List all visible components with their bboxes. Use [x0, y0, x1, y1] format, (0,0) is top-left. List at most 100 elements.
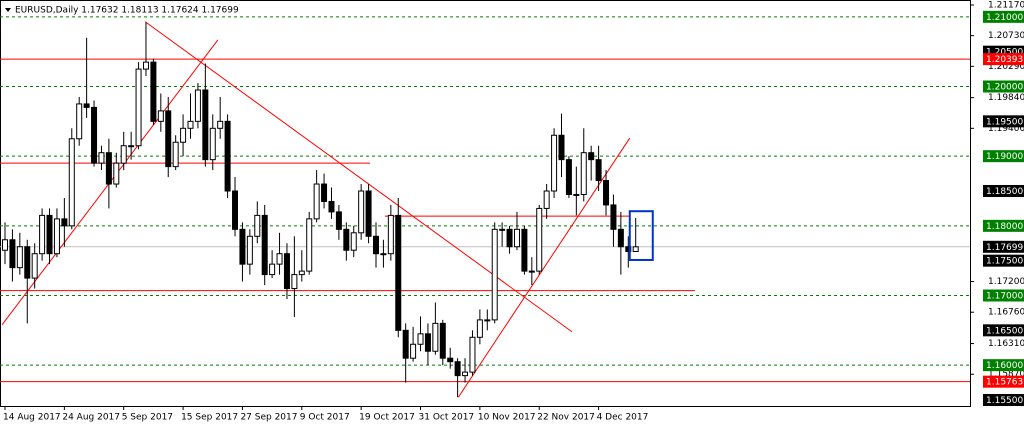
x-tick-label: 19 Oct 2017 — [359, 413, 415, 423]
x-tick-label: 15 Sep 2017 — [181, 413, 238, 423]
y-tick-label: 1.16310 — [988, 339, 1024, 349]
candle-body — [484, 319, 491, 322]
level-label: 1.21000 — [986, 13, 1023, 23]
x-tick-label: 10 Nov 2017 — [478, 413, 536, 423]
x-tick-label: 14 Aug 2017 — [3, 413, 61, 423]
candle-body — [328, 200, 335, 213]
candle-body — [402, 329, 409, 359]
candle-body — [61, 218, 68, 227]
candle-body — [135, 68, 142, 147]
candle-body — [595, 159, 602, 182]
level-label: 1.18500 — [986, 187, 1023, 197]
level-label: 1.15763 — [986, 378, 1023, 388]
candle-body — [551, 134, 558, 192]
trendline — [457, 137, 631, 398]
candle-body — [417, 333, 424, 345]
level-label: 1.16000 — [986, 361, 1023, 371]
candle-body — [506, 228, 513, 248]
candle-body — [543, 190, 550, 209]
candle-body — [232, 190, 239, 230]
y-tick-label: 1.19400 — [988, 124, 1024, 134]
x-tick-label: 31 Oct 2017 — [419, 413, 475, 423]
x-tick-label: 4 Dec 2017 — [597, 413, 649, 423]
candle-body — [521, 228, 528, 272]
candle-body — [239, 228, 246, 265]
level-label: 1.15500 — [986, 396, 1023, 406]
candle-body — [298, 270, 305, 276]
level-box — [983, 150, 1024, 163]
level-label: 1.20393 — [986, 55, 1023, 65]
candle-body — [180, 127, 187, 143]
candle-body — [580, 152, 587, 195]
candle-body — [469, 336, 476, 373]
x-tick-label: 9 Oct 2017 — [300, 413, 350, 423]
candle-body — [128, 145, 135, 148]
candle-body — [632, 246, 639, 252]
candle-body — [16, 246, 23, 269]
candle-body — [499, 228, 506, 231]
level-label: 1.20000 — [986, 83, 1023, 93]
level-label: 1.19500 — [986, 117, 1023, 127]
candle-body — [358, 190, 365, 234]
candle-body — [224, 120, 231, 192]
level-box — [983, 359, 1024, 372]
candle-body — [39, 214, 46, 255]
y-tick-label: 1.17200 — [988, 277, 1024, 287]
level-label: 1.18000 — [986, 222, 1023, 232]
candle-body — [24, 246, 31, 279]
candle-body — [528, 270, 535, 273]
candle-body — [105, 152, 112, 185]
candle-body — [365, 190, 372, 237]
x-tick-label: 24 Aug 2017 — [62, 413, 120, 423]
candle-body — [335, 211, 342, 230]
candle-body — [246, 235, 253, 265]
candle-body — [209, 127, 216, 161]
level-box — [983, 254, 1024, 267]
highlight-box — [628, 210, 654, 261]
level-box — [983, 375, 1024, 388]
candle-body — [157, 110, 164, 122]
candle-body — [83, 103, 90, 108]
candle-body — [491, 228, 498, 321]
candle-body — [46, 214, 53, 255]
candle-body — [395, 214, 402, 331]
candle-body — [454, 361, 461, 377]
candle-body — [276, 253, 283, 265]
candle-body — [439, 322, 446, 359]
candle-body — [217, 120, 224, 129]
candle-body — [254, 214, 261, 237]
candle-body — [172, 141, 179, 168]
candle-body — [76, 103, 83, 140]
candle-body — [476, 319, 483, 338]
candle-body — [202, 89, 209, 161]
level-label: 1.17000 — [986, 292, 1023, 302]
candle-body — [558, 134, 565, 161]
candle-body — [2, 239, 8, 251]
candle-body — [194, 89, 201, 122]
x-tick-label: 5 Sep 2017 — [122, 413, 173, 423]
candle-body — [573, 193, 580, 196]
candle-body — [113, 162, 120, 185]
y-tick-label: 1.15870 — [988, 370, 1024, 380]
candle-body — [625, 246, 632, 252]
chart-title: EURUSD,Daily 1.17632 1.18113 1.17624 1.1… — [15, 6, 239, 16]
level-box — [983, 289, 1024, 302]
candle-body — [165, 110, 172, 168]
menu-triangle — [5, 8, 11, 12]
candle-body — [343, 228, 350, 251]
level-box — [983, 240, 1024, 253]
level-label: 1.17500 — [986, 257, 1023, 267]
candle-body — [588, 152, 595, 161]
level-box — [983, 324, 1024, 337]
x-axis-bg — [0, 407, 970, 428]
candle-body — [31, 253, 38, 279]
candle-body — [447, 357, 454, 363]
candle-body — [350, 232, 357, 251]
y-tick-label: 1.21170 — [988, 1, 1024, 11]
level-box — [983, 219, 1024, 232]
level-box — [983, 53, 1024, 66]
candle-body — [142, 61, 149, 70]
candle-body — [565, 159, 572, 195]
